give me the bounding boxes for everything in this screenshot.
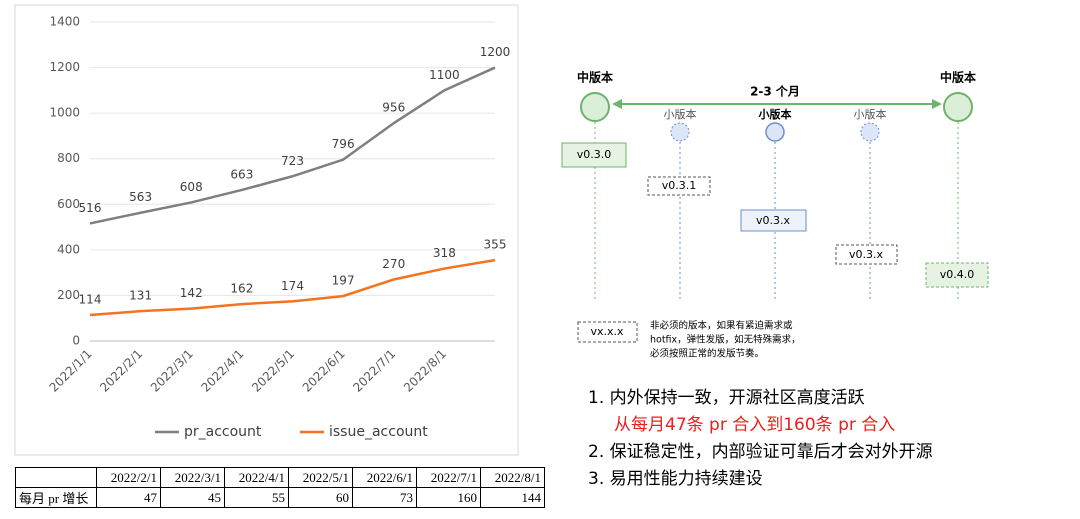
version-box xyxy=(647,176,711,196)
note: 非必须的版本，如果有紧迫需求或 xyxy=(650,320,793,332)
table-row: 每月 pr 增长 47 45 55 60 73 160 144 xyxy=(15,487,545,508)
diagram: 中版本 中版本 2-3 个月 小版本 小版本 小版本 v0.3.0 v0.3.1… xyxy=(561,70,989,360)
data-label: 142 xyxy=(180,286,203,300)
data-label: 270 xyxy=(382,257,405,271)
chart-frame xyxy=(14,4,519,456)
x-tick-label: 2022/8/1 xyxy=(401,347,449,395)
table-cell: 2022/8/1 xyxy=(480,467,545,488)
label: 小版本 xyxy=(758,107,792,121)
node xyxy=(765,122,785,142)
table-cell: 45 xyxy=(160,487,225,508)
data-label: 796 xyxy=(332,137,355,151)
version: v0.3.x xyxy=(756,214,791,227)
table: 2022/2/1 2022/3/1 2022/4/1 2022/5/1 2022/6/1… xyxy=(15,467,545,508)
list-item: 1. 内外保持一致，开源社区高度活跃 xyxy=(588,388,865,408)
table-cell: 2022/7/1 xyxy=(416,467,481,488)
legend-label: pr_account xyxy=(184,424,262,440)
data-label: 114 xyxy=(79,293,102,307)
data-label: 563 xyxy=(129,190,152,204)
table-cell: 144 xyxy=(480,487,545,508)
version: v0.3.1 xyxy=(662,179,697,192)
y-tick-label: 1400 xyxy=(49,15,80,29)
label: 中版本 xyxy=(577,70,613,85)
version: v0.3.0 xyxy=(577,148,612,161)
arrow-head xyxy=(612,99,622,109)
data-label: 1100 xyxy=(429,68,460,82)
list-item: 从每月47条 pr 合入到160条 pr 合入 xyxy=(614,415,895,435)
list-item: 3. 易用性能力持续建设 xyxy=(588,469,763,489)
table-cell: 每月 pr 增长 xyxy=(15,487,97,508)
y-tick-label: 600 xyxy=(57,197,80,211)
data-label: 516 xyxy=(79,201,102,215)
data-label: 723 xyxy=(281,154,304,168)
y-tick-label: 200 xyxy=(57,288,80,302)
version: vx.x.x xyxy=(590,325,624,338)
y-tick-label: 1000 xyxy=(49,106,80,120)
version: v0.4.0 xyxy=(940,268,975,281)
table-cell: 47 xyxy=(96,487,161,508)
data-label: 197 xyxy=(332,274,355,288)
y-tick-label: 0 xyxy=(72,334,80,348)
table-cell: 2022/2/1 xyxy=(96,467,161,488)
table-cell xyxy=(15,467,97,488)
x-tick-label: 2022/4/1 xyxy=(198,347,246,395)
line xyxy=(89,66,496,225)
node xyxy=(670,122,690,142)
legend-label: issue_account xyxy=(329,424,428,440)
table-row: 2022/2/1 2022/3/1 2022/4/1 2022/5/1 2022/6/1… xyxy=(15,467,545,488)
table-cell: 2022/5/1 xyxy=(288,467,353,488)
data-label: 162 xyxy=(230,282,253,296)
table-cell: 55 xyxy=(224,487,289,508)
x-tick-label: 2022/2/1 xyxy=(97,347,145,395)
note: 必须按照正常的发版节奏。 xyxy=(650,348,764,360)
y-tick-label: 400 xyxy=(57,242,80,256)
data-label: 174 xyxy=(281,279,304,293)
table-cell: 60 xyxy=(288,487,353,508)
table-cell: 73 xyxy=(352,487,417,508)
node xyxy=(943,92,973,122)
label: 小版本 xyxy=(664,107,697,121)
x-tick-label: 2022/6/1 xyxy=(300,347,348,395)
version: v0.3.x xyxy=(849,248,884,261)
version-box xyxy=(740,209,807,232)
label: 中版本 xyxy=(940,70,976,85)
data-label: 956 xyxy=(382,101,405,115)
list-item: 2. 保证稳定性，内部验证可靠后才会对外开源 xyxy=(588,442,933,462)
label: 小版本 xyxy=(854,107,887,121)
legend-box xyxy=(577,321,638,343)
data-label: 663 xyxy=(230,167,253,181)
data-label: 1200 xyxy=(480,45,511,59)
data-label: 131 xyxy=(129,289,152,303)
label: 2-3 个月 xyxy=(750,84,800,99)
table-cell: 2022/4/1 xyxy=(224,467,289,488)
table-cell: 2022/6/1 xyxy=(352,467,417,488)
version-box xyxy=(835,244,898,265)
version-box xyxy=(561,142,627,168)
data-label: 355 xyxy=(484,238,507,252)
x-tick-label: 2022/1/1 xyxy=(47,347,95,395)
data-label: 318 xyxy=(433,246,456,260)
y-tick-label: 1200 xyxy=(49,60,80,74)
node xyxy=(860,122,880,142)
y-tick-label: 800 xyxy=(57,151,80,165)
note: hotfix，弹性发版，如无特殊需求， xyxy=(650,334,801,346)
version-box xyxy=(925,262,989,288)
line xyxy=(89,258,496,317)
x-tick-label: 2022/3/1 xyxy=(148,347,196,395)
table-cell: 2022/3/1 xyxy=(160,467,225,488)
node xyxy=(580,92,610,122)
x-tick-label: 2022/7/1 xyxy=(350,347,398,395)
arrow-head xyxy=(932,99,942,109)
data-label: 608 xyxy=(180,180,203,194)
table-cell: 160 xyxy=(416,487,481,508)
x-tick-label: 2022/5/1 xyxy=(249,347,297,395)
